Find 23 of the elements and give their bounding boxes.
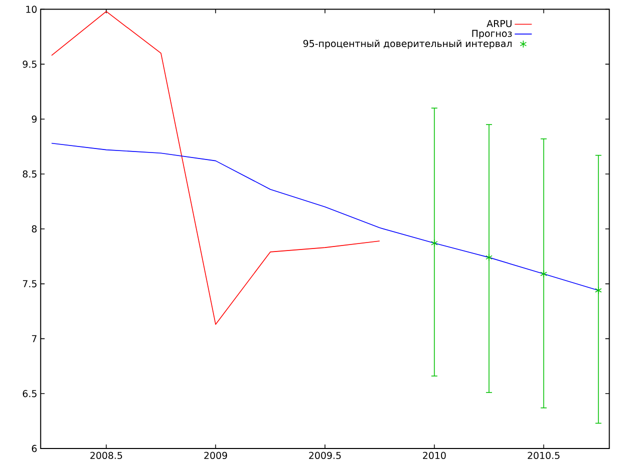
y-tick-label: 7.5 <box>22 280 36 288</box>
line-series <box>51 142 599 291</box>
y-tick-label: 9.5 <box>22 60 36 68</box>
point <box>486 253 492 262</box>
x-tick-label: 2010.5 <box>528 452 560 459</box>
y-tick-label: 10 <box>26 5 37 13</box>
legend-label: Прогноз <box>472 30 512 39</box>
y-tick-label: 8 <box>32 225 37 232</box>
legend-label: 95-процентный доверительный интервал <box>303 40 512 49</box>
y-tick-label: 6 <box>32 444 37 452</box>
x-tick-label: 2008.5 <box>90 452 122 459</box>
x-tick-label: 2009.5 <box>309 452 341 459</box>
legend-label: ARPU <box>486 20 512 27</box>
y-tick-label: 6.5 <box>22 390 36 397</box>
y-tick-label: 7 <box>32 334 36 342</box>
y-tick-label: 8.5 <box>22 170 36 178</box>
point <box>594 286 602 294</box>
x-tick-label: 2009 <box>204 452 228 459</box>
x-tick-label: 2010 <box>422 452 446 459</box>
point <box>540 270 548 278</box>
line-series <box>51 10 380 325</box>
point <box>430 239 438 247</box>
y-tick-label: 9 <box>32 115 37 122</box>
